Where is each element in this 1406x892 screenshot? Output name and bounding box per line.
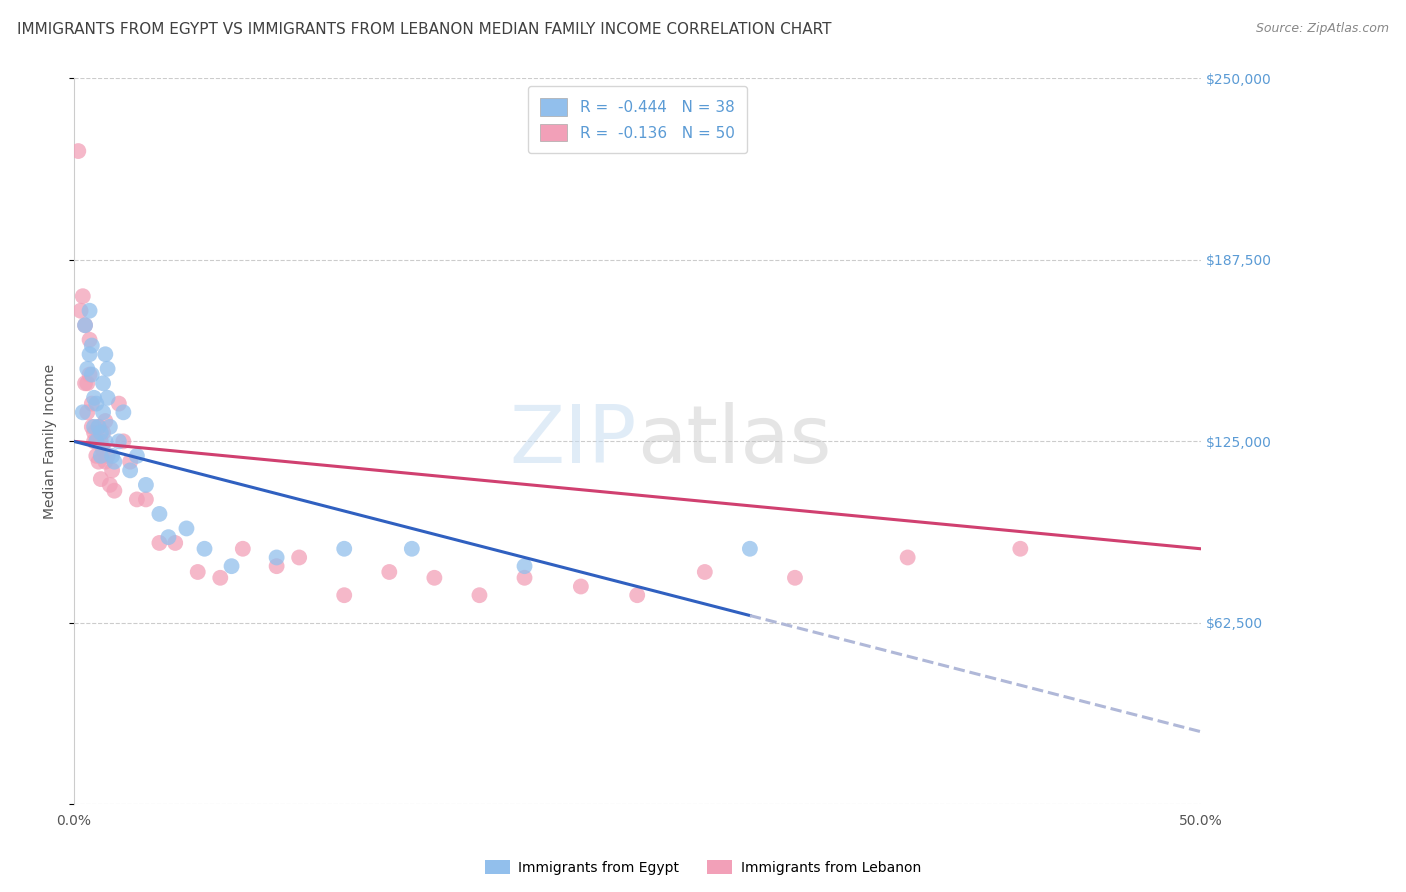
Point	[101, 463, 124, 477]
Point	[112, 405, 135, 419]
Point	[80, 368, 103, 382]
Point	[86, 449, 108, 463]
Point	[80, 420, 103, 434]
Point	[97, 391, 120, 405]
Point	[897, 550, 920, 565]
Point	[103, 483, 125, 498]
Point	[120, 463, 142, 477]
Point	[94, 347, 117, 361]
Point	[232, 541, 254, 556]
Point	[83, 391, 105, 405]
Point	[87, 420, 110, 434]
Point	[90, 449, 112, 463]
Point	[76, 361, 98, 376]
Point	[94, 455, 117, 469]
Point	[378, 565, 401, 579]
Point	[112, 434, 135, 449]
Point	[90, 434, 112, 449]
Point	[72, 289, 94, 303]
Point	[90, 425, 112, 440]
Point	[108, 396, 131, 410]
Point	[76, 405, 98, 419]
Point	[98, 420, 121, 434]
Point	[266, 559, 288, 574]
Point	[108, 434, 131, 449]
Point	[86, 434, 108, 449]
Y-axis label: Median Family Income: Median Family Income	[44, 364, 58, 519]
Point	[120, 455, 142, 469]
Point	[333, 588, 356, 602]
Point	[468, 588, 491, 602]
Text: atlas: atlas	[637, 402, 831, 481]
Point	[94, 434, 117, 449]
Point	[209, 571, 232, 585]
Point	[148, 536, 170, 550]
Point	[135, 478, 157, 492]
Point	[626, 588, 648, 602]
Point	[86, 434, 108, 449]
Point	[513, 571, 536, 585]
Point	[135, 492, 157, 507]
Point	[513, 559, 536, 574]
Point	[69, 303, 91, 318]
Point	[73, 376, 96, 391]
Point	[91, 443, 114, 458]
Point	[87, 455, 110, 469]
Point	[125, 492, 148, 507]
Point	[87, 420, 110, 434]
Legend: R =  -0.444   N = 38, R =  -0.136   N = 50: R = -0.444 N = 38, R = -0.136 N = 50	[527, 87, 747, 153]
Point	[569, 580, 592, 594]
Point	[67, 144, 90, 158]
Point	[79, 347, 101, 361]
Point	[103, 455, 125, 469]
Text: ZIP: ZIP	[510, 402, 637, 481]
Point	[90, 472, 112, 486]
Point	[79, 368, 101, 382]
Text: Source: ZipAtlas.com: Source: ZipAtlas.com	[1256, 22, 1389, 36]
Point	[125, 449, 148, 463]
Point	[97, 361, 120, 376]
Point	[187, 565, 209, 579]
Point	[157, 530, 180, 544]
Point	[193, 541, 215, 556]
Point	[91, 425, 114, 440]
Point	[165, 536, 187, 550]
Point	[94, 414, 117, 428]
Point	[76, 376, 98, 391]
Point	[783, 571, 806, 585]
Point	[80, 338, 103, 352]
Point	[333, 541, 356, 556]
Point	[98, 478, 121, 492]
Point	[401, 541, 423, 556]
Point	[80, 396, 103, 410]
Point	[288, 550, 311, 565]
Point	[221, 559, 243, 574]
Point	[176, 521, 198, 535]
Point	[83, 434, 105, 449]
Point	[1010, 541, 1032, 556]
Point	[693, 565, 716, 579]
Point	[86, 396, 108, 410]
Point	[79, 303, 101, 318]
Point	[91, 405, 114, 419]
Point	[738, 541, 761, 556]
Point	[73, 318, 96, 333]
Point	[91, 376, 114, 391]
Point	[423, 571, 446, 585]
Text: IMMIGRANTS FROM EGYPT VS IMMIGRANTS FROM LEBANON MEDIAN FAMILY INCOME CORRELATIO: IMMIGRANTS FROM EGYPT VS IMMIGRANTS FROM…	[17, 22, 831, 37]
Point	[83, 425, 105, 440]
Point	[73, 318, 96, 333]
Legend: Immigrants from Egypt, Immigrants from Lebanon: Immigrants from Egypt, Immigrants from L…	[479, 855, 927, 880]
Point	[83, 420, 105, 434]
Point	[79, 333, 101, 347]
Point	[72, 405, 94, 419]
Point	[101, 449, 124, 463]
Point	[266, 550, 288, 565]
Point	[97, 449, 120, 463]
Point	[148, 507, 170, 521]
